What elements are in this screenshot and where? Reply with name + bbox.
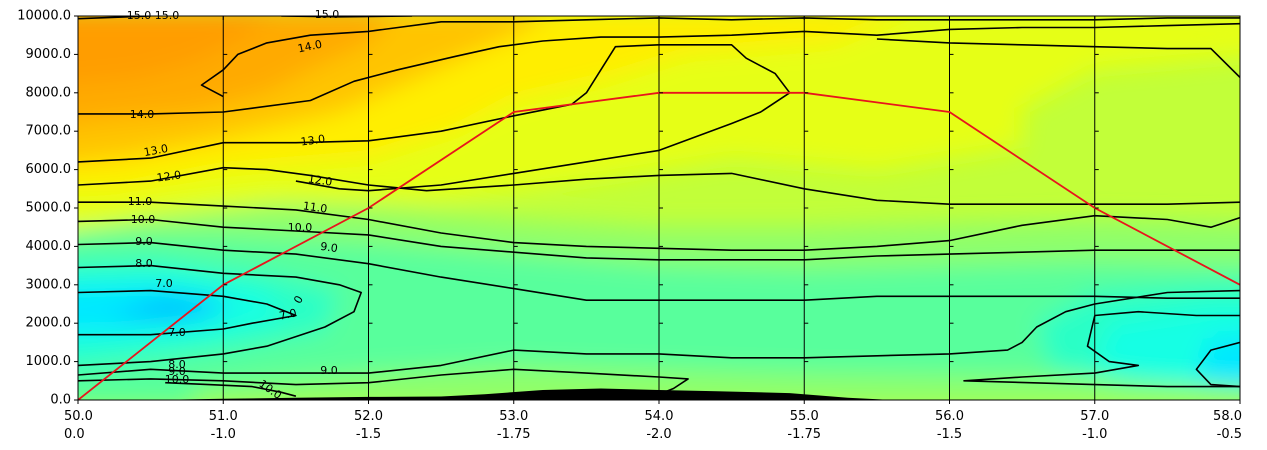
contour-label: 9.0: [320, 240, 339, 255]
contour-label: 7.0: [278, 306, 298, 322]
y-tick-label: 6000.0: [26, 162, 72, 177]
x-tick-sublabel: 0.0: [64, 427, 85, 442]
x-tick-label: 50.0: [64, 409, 93, 424]
x-tick-sublabel: -1.0: [211, 427, 236, 442]
contour-label: 9.0: [320, 364, 338, 377]
contour-line: [78, 289, 1240, 376]
y-tick-label: 4000.0: [26, 239, 72, 254]
x-tick-label: 52.0: [354, 409, 383, 424]
x-tick-sublabel: -1.5: [356, 427, 381, 442]
contour-fill: [78, 16, 1240, 400]
contour-label: 10.0: [288, 221, 313, 234]
contour-label: 13.0: [143, 142, 169, 159]
contour-line: [78, 44, 791, 192]
terrain: [150, 388, 1240, 400]
contour-line: [78, 201, 1240, 251]
x-tick-label: 58.0: [1213, 409, 1242, 424]
contour-label: 14.0: [130, 108, 155, 121]
x-tick-label: 54.0: [645, 409, 674, 424]
contour-line: [78, 241, 1240, 301]
contour-label: 8.0: [168, 358, 186, 371]
contour-label: 9.0: [168, 365, 186, 378]
y-tick-label: 2000.0: [26, 316, 72, 331]
contour-line: [165, 381, 297, 397]
terrain-shape: [150, 388, 1240, 400]
contour-line: [200, 17, 1240, 98]
contour-label: 11.0: [128, 195, 153, 208]
contour-label: 8.0: [135, 257, 153, 270]
y-tick-label: 10000.0: [17, 9, 71, 24]
axes: 0.0 1000.0 2000.0 3000.0 4000.0 5000.0 6000.0 7…: [17, 9, 1242, 443]
contour-line: [78, 22, 1240, 115]
x-tick-sublabel: -1.75: [497, 427, 531, 442]
contour-line: [1195, 341, 1240, 388]
x-tick-label: 51.0: [209, 409, 238, 424]
contour-label: 10.0: [165, 373, 190, 386]
contour-label: 7.0: [168, 326, 186, 339]
contour-label: 7.0: [155, 277, 173, 290]
x-tick-sublabel: -1.5: [937, 427, 962, 442]
contour-line: [78, 218, 1240, 261]
contour-label: 11.0: [302, 199, 328, 215]
contour-label: 15.0: [315, 8, 340, 21]
contour-label: 10.0: [131, 213, 156, 226]
fill-band-light_blue: [1196, 336, 1240, 385]
contour-line: [1094, 310, 1240, 317]
x-tick-sublabel: -2.0: [646, 427, 671, 442]
contour-line: [963, 315, 1240, 388]
contour-label: 9.0: [135, 235, 153, 248]
y-tick-label: 3000.0: [26, 277, 72, 292]
x-tick-label: 56.0: [935, 409, 964, 424]
x-tick-label: 55.0: [790, 409, 819, 424]
contour-line: [78, 289, 297, 336]
x-tick-label: 53.0: [499, 409, 528, 424]
contour-line: [78, 264, 362, 367]
contour-line: [78, 368, 689, 395]
y-tick-label: 7000.0: [26, 124, 72, 139]
fill-band-dark_orange: [78, 16, 271, 83]
y-tick-label: 0.0: [50, 393, 71, 408]
y-tick-label: 8000.0: [26, 85, 72, 100]
x-tick-label: 57.0: [1080, 409, 1109, 424]
x-tick-sublabel: -1.0: [1082, 427, 1107, 442]
fill-band-blue: [107, 296, 238, 320]
contour-label: 14.0: [297, 38, 324, 56]
contour-label: 13.0: [300, 132, 326, 148]
x-tick-sublabel: -0.5: [1217, 427, 1242, 442]
contour-label: 12.0: [156, 168, 182, 184]
contour-line: [78, 166, 1240, 205]
y-tick-label: 1000.0: [26, 354, 72, 369]
contour-line: [876, 38, 1240, 78]
contour-lines: [78, 16, 1240, 397]
x-tick-sublabel: -1.75: [787, 427, 821, 442]
contour-label: 12.0: [307, 172, 333, 188]
y-tick-label: 5000.0: [26, 201, 72, 216]
y-tick-label: 9000.0: [26, 47, 72, 62]
